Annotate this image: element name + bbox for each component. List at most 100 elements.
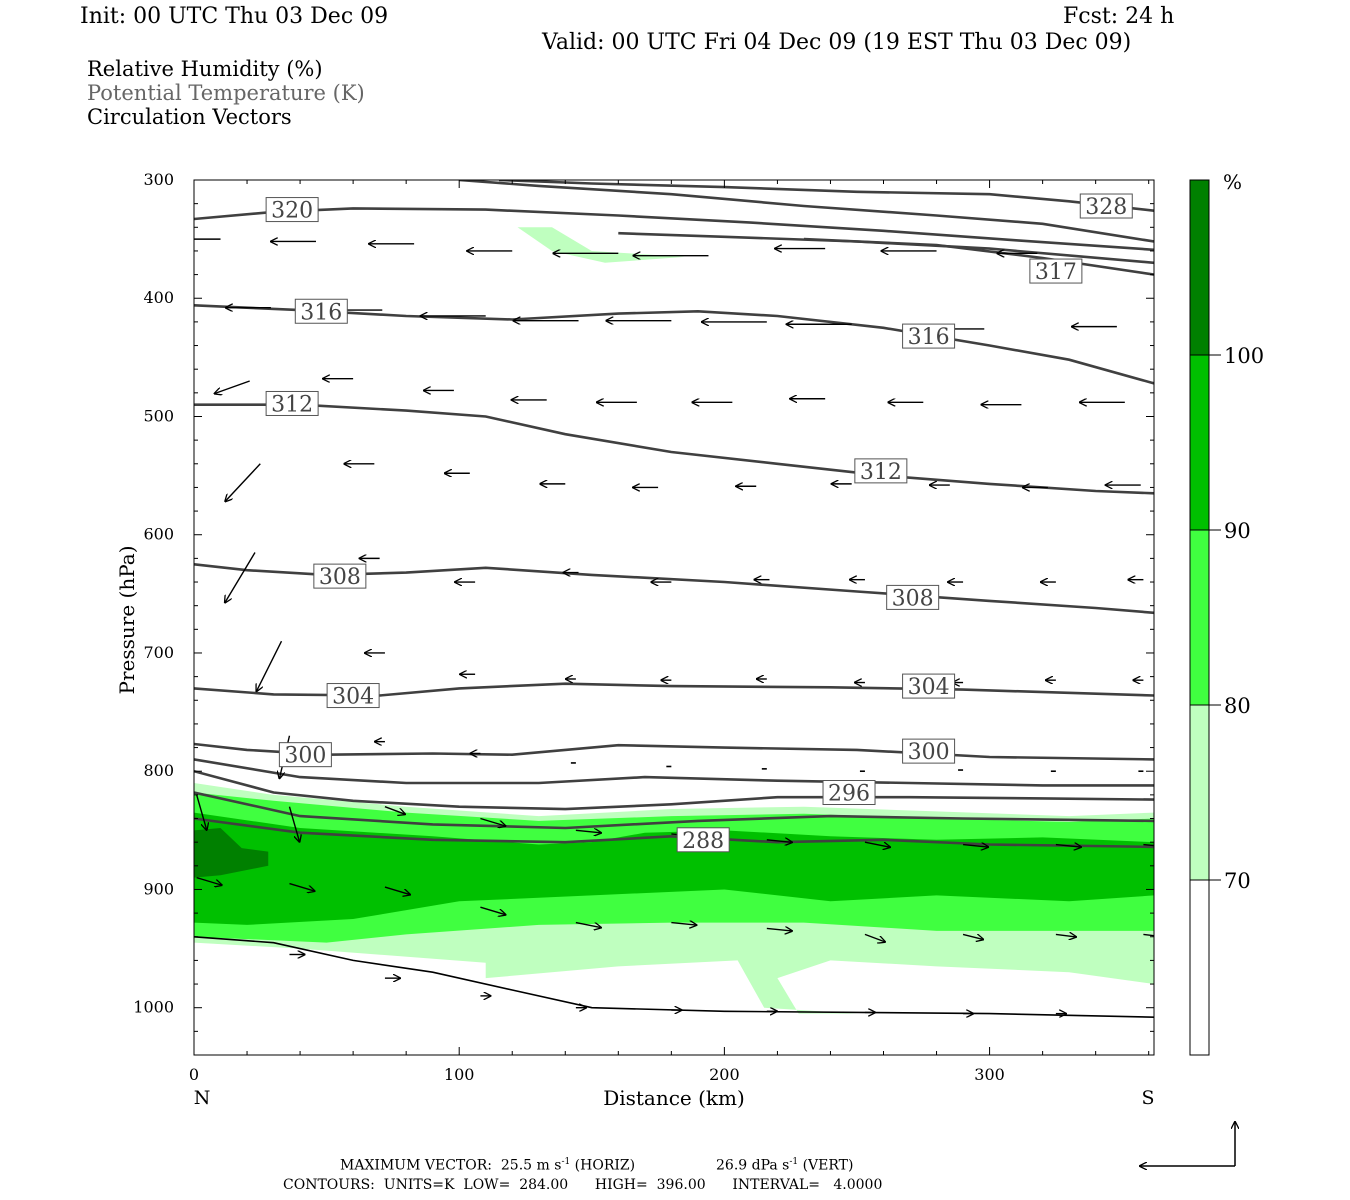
theta-contour-296-16 xyxy=(194,769,1154,811)
circulation-vector xyxy=(766,840,792,843)
colorbar-swatch-1 xyxy=(1190,705,1209,880)
svg-text:308: 308 xyxy=(319,565,361,590)
theta-contour-284-19 xyxy=(194,936,1154,1018)
theta-contour-316-5 xyxy=(194,304,1154,385)
humidity-shading xyxy=(194,227,1154,1014)
max-vector-line: MAXIMUM VECTOR: 25.5 m s-1 (HORIZ) 26.9 … xyxy=(340,1157,853,1174)
circulation-vector xyxy=(480,906,505,915)
theta-contour-317-4 xyxy=(803,237,1154,276)
svg-text:316: 316 xyxy=(300,300,342,325)
theta-contour-312-7 xyxy=(194,403,1154,495)
theta-contour-324-1 xyxy=(459,180,1154,243)
y-tick-label: 400 xyxy=(143,288,174,307)
contour-label-317: 317 xyxy=(1029,258,1083,285)
circulation-vectors xyxy=(194,239,1154,1013)
colorbar-unit: % xyxy=(1223,170,1242,194)
svg-text:328: 328 xyxy=(1085,195,1127,220)
max-vert-unit: (VERT) xyxy=(802,1157,854,1174)
forecast-hour: Fcst: 24 h xyxy=(1063,4,1175,29)
colorbar-label: 90 xyxy=(1224,519,1251,543)
circulation-vector xyxy=(575,830,601,833)
rh-region-70-80-1 xyxy=(517,227,685,263)
theta-contour-320-2 xyxy=(194,207,1154,252)
circulation-vector xyxy=(766,928,792,931)
svg-text:317: 317 xyxy=(1035,260,1077,285)
contour-info: CONTOURS: UNITS=K LOW= 284.00 HIGH= 396.… xyxy=(283,1177,883,1193)
max-vector-label: MAXIMUM VECTOR: xyxy=(340,1157,492,1174)
max-horiz-exponent: -1 xyxy=(561,1157,571,1167)
legend-relative-humidity: Relative Humidity (%) xyxy=(87,57,323,81)
legend-potential-temperature: Potential Temperature (K) xyxy=(87,81,365,105)
circulation-vector xyxy=(1143,933,1154,937)
theta-contour-294-17 xyxy=(194,791,1154,830)
x-axis-title: Distance (km) xyxy=(603,1086,745,1110)
colorbar-swatch-3 xyxy=(1190,355,1209,530)
theta-contour-300-13 xyxy=(194,742,1154,761)
y-tick-label: 1000 xyxy=(133,998,174,1017)
axes: 0 100 200 300 300 400 500 600 700 800 900 1000 xyxy=(133,170,1154,1084)
valid-time: Valid: 00 UTC Fri 04 Dec 09 (19 EST Thu … xyxy=(542,30,1132,55)
circulation-vector xyxy=(384,886,410,895)
contour-label-320: 320 xyxy=(265,197,319,224)
colorbar-label: 80 xyxy=(1224,694,1251,718)
circulation-vector xyxy=(196,876,222,886)
init-time: Init: 00 UTC Thu 03 Dec 09 xyxy=(80,4,389,29)
contour-label-328: 328 xyxy=(1079,193,1133,220)
contour-label-308: 308 xyxy=(886,584,940,611)
theta-contour-328-0 xyxy=(498,180,1154,212)
y-tick-label: 300 xyxy=(143,170,174,189)
circulation-vector xyxy=(1055,845,1081,848)
svg-text:296: 296 xyxy=(828,782,870,807)
svg-text:288: 288 xyxy=(682,829,724,854)
circulation-vector xyxy=(1143,843,1154,847)
circulation-vector xyxy=(195,794,207,830)
contour-label-316: 316 xyxy=(294,298,348,325)
reference-vector-icon xyxy=(1140,1122,1235,1166)
circulation-vector xyxy=(671,923,696,926)
max-horiz-unit: (HORIZ) xyxy=(574,1157,636,1174)
svg-text:308: 308 xyxy=(892,586,934,611)
circulation-vector xyxy=(384,806,405,815)
circulation-vector xyxy=(225,552,256,602)
circulation-vector xyxy=(215,380,250,394)
x-tick-label: 100 xyxy=(444,1065,475,1084)
svg-text:300: 300 xyxy=(908,740,950,765)
circulation-vector xyxy=(288,806,299,842)
circulation-vector xyxy=(1055,934,1076,937)
colorbar: 70 80 90 100 xyxy=(1189,179,1264,1056)
x-tick-label: 300 xyxy=(974,1065,1005,1084)
legend-circulation-vectors: Circulation Vectors xyxy=(87,105,292,129)
theta-contour-288-18 xyxy=(194,817,1154,849)
contour-label-304: 304 xyxy=(902,673,956,700)
colorbar-swatch-4 xyxy=(1190,180,1209,355)
colorbar-label: 70 xyxy=(1224,869,1251,893)
circulation-vector xyxy=(962,933,983,939)
contour-label-316: 316 xyxy=(902,323,956,350)
y-tick-label: 700 xyxy=(143,643,174,662)
y-axis-title: Pressure (hPa) xyxy=(115,546,139,695)
x-end-north: N xyxy=(194,1087,211,1109)
contour-label-308: 308 xyxy=(313,563,367,590)
colorbar-label: 100 xyxy=(1224,344,1264,368)
contour-label-304: 304 xyxy=(326,683,380,710)
svg-text:300: 300 xyxy=(284,744,326,769)
svg-text:304: 304 xyxy=(908,675,950,700)
svg-text:320: 320 xyxy=(271,199,313,224)
y-tick-label: 500 xyxy=(143,406,174,425)
circulation-vector xyxy=(864,933,885,942)
max-horiz-value: 25.5 m s xyxy=(500,1157,562,1174)
contour-label-288: 288 xyxy=(676,827,730,854)
circulation-vector xyxy=(962,845,988,848)
circulation-vector xyxy=(480,817,505,827)
x-tick-label: 200 xyxy=(709,1065,740,1084)
contour-label-296: 296 xyxy=(822,780,876,807)
y-tick-label: 800 xyxy=(143,761,174,780)
circulation-vector xyxy=(575,921,601,928)
rh-region-100+-4 xyxy=(194,827,269,878)
max-vert-exponent: -1 xyxy=(789,1157,799,1167)
contour-labels: 328 320 317 316 316 312 312 308 308 304 304 300 300 2… xyxy=(265,193,1133,854)
theta-contour-318-3 xyxy=(618,231,1154,265)
colorbar-swatch-0 xyxy=(1190,880,1209,1055)
max-vert-value: 26.9 dPa s xyxy=(716,1157,790,1174)
theta-contour-308-9 xyxy=(194,563,1154,615)
